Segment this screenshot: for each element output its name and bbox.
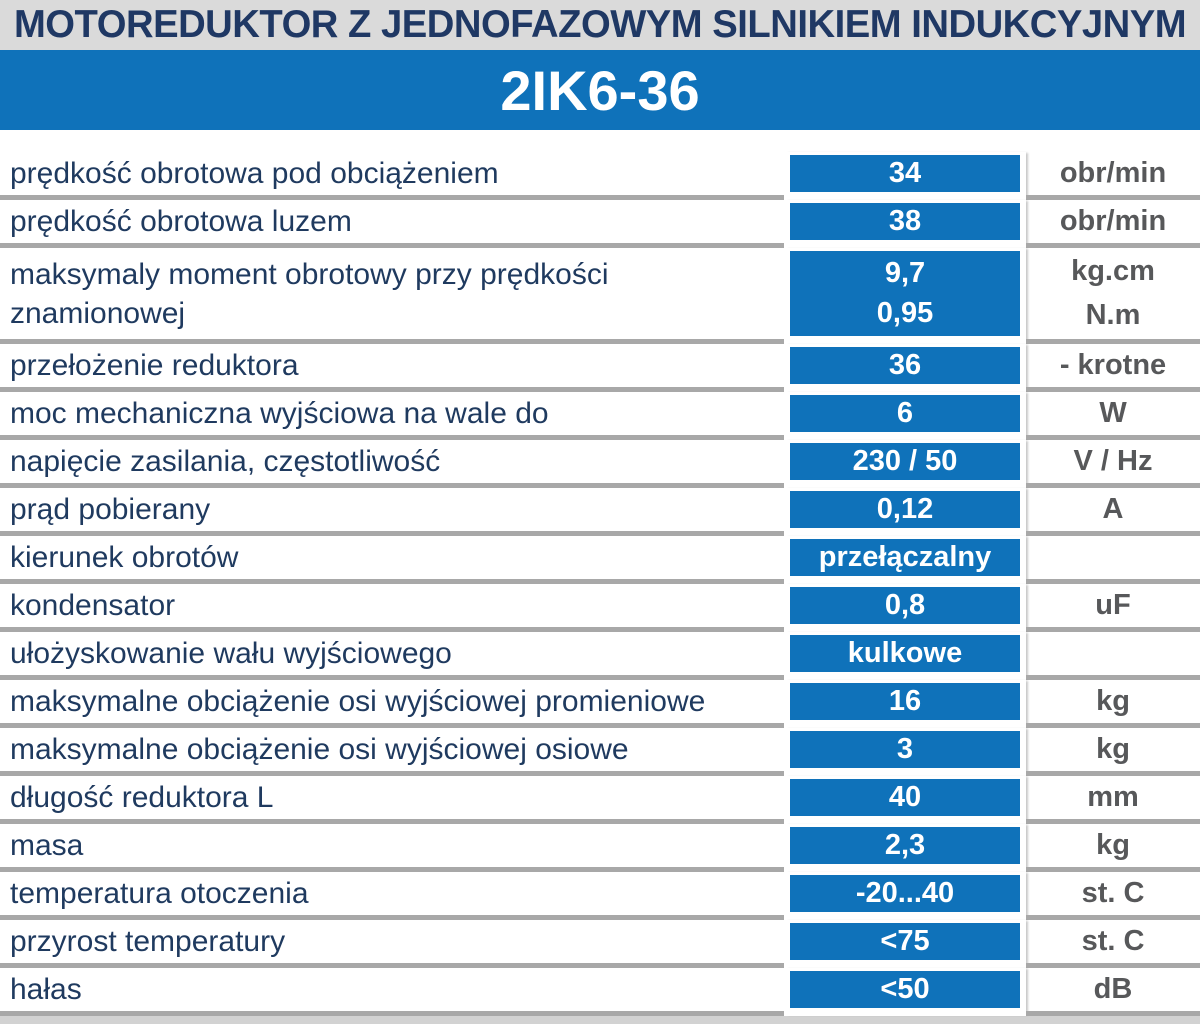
row-label: przełożenie reduktora <box>0 344 784 392</box>
value-cell-wrap: przełączalny <box>784 536 1026 584</box>
value-cell-wrap: 3 <box>784 728 1026 776</box>
value-cell: -20...40 <box>790 875 1020 912</box>
value-cell-wrap: 0,12 <box>784 488 1026 536</box>
value-cell-wrap: 0,8 <box>784 584 1026 632</box>
spec-row-bearing: ułożyskowanie wału wyjściowego kulkowe <box>0 632 1200 680</box>
unit-label: kg <box>1026 824 1200 872</box>
value-cell: <75 <box>790 923 1020 960</box>
spacer <box>0 130 1200 152</box>
value-cell-wrap: kulkowe <box>784 632 1026 680</box>
page-title: MOTOREDUKTOR Z JEDNOFAZOWYM SILNIKIEM IN… <box>13 3 1187 46</box>
spec-row-temperature-rise: przyrost temperatury <75 st. C <box>0 920 1200 968</box>
row-label: kierunek obrotów <box>0 536 784 584</box>
value-cell: 230 / 50 <box>790 443 1020 480</box>
row-label: kondensator <box>0 584 784 632</box>
row-label: maksymaly moment obrotowy przy prędkości… <box>0 248 784 344</box>
spec-row-current: prąd pobierany 0,12 A <box>0 488 1200 536</box>
value-cell-wrap: 2,3 <box>784 824 1026 872</box>
value-cell-wrap: 230 / 50 <box>784 440 1026 488</box>
spec-row-capacitor: kondensator 0,8 uF <box>0 584 1200 632</box>
unit-label: V / Hz <box>1026 440 1200 488</box>
value-cell: 36 <box>790 347 1020 384</box>
unit-label: kg <box>1026 680 1200 728</box>
value-cell: 40 <box>790 779 1020 816</box>
row-label: prędkość obrotowa luzem <box>0 200 784 248</box>
value-cell: 6 <box>790 395 1020 432</box>
spec-row-voltage-frequency: napięcie zasilania, częstotliwość 230 / … <box>0 440 1200 488</box>
value-cell-wrap: 40 <box>784 776 1026 824</box>
value-cell: 0,8 <box>790 587 1020 624</box>
value-cell: 9,7 0,95 <box>790 251 1020 336</box>
unit-label: W <box>1026 392 1200 440</box>
spec-row-gear-ratio: przełożenie reduktora 36 - krotne <box>0 344 1200 392</box>
value-cell: <50 <box>790 971 1020 1008</box>
spec-table: prędkość obrotowa pod obciążeniem 34 obr… <box>0 152 1200 1016</box>
footer-strip <box>0 1016 1200 1024</box>
value-cell-wrap: 36 <box>784 344 1026 392</box>
unit-label: st. C <box>1026 872 1200 920</box>
value-cell-wrap: 38 <box>784 200 1026 248</box>
spec-row-radial-load: maksymalne obciążenie osi wyjściowej pro… <box>0 680 1200 728</box>
value-cell-wrap: 9,7 0,95 <box>784 248 1026 344</box>
row-label: przyrost temperatury <box>0 920 784 968</box>
row-label: maksymalne obciążenie osi wyjściowej osi… <box>0 728 784 776</box>
spec-row-reducer-length: długość reduktora L 40 mm <box>0 776 1200 824</box>
row-label: masa <box>0 824 784 872</box>
unit-label <box>1026 632 1200 680</box>
value-cell-wrap: <75 <box>784 920 1026 968</box>
row-label: prąd pobierany <box>0 488 784 536</box>
value-cell-wrap: <50 <box>784 968 1026 1016</box>
spec-row-rotation-direction: kierunek obrotów przełączalny <box>0 536 1200 584</box>
spec-row-mass: masa 2,3 kg <box>0 824 1200 872</box>
unit-label: dB <box>1026 968 1200 1016</box>
unit-label: uF <box>1026 584 1200 632</box>
spec-row-speed-noload: prędkość obrotowa luzem 38 obr/min <box>0 200 1200 248</box>
spec-row-mech-power: moc mechaniczna wyjściowa na wale do 6 W <box>0 392 1200 440</box>
spec-row-ambient-temperature: temperatura otoczenia -20...40 st. C <box>0 872 1200 920</box>
header-bar: MOTOREDUKTOR Z JEDNOFAZOWYM SILNIKIEM IN… <box>0 0 1200 50</box>
unit-label: mm <box>1026 776 1200 824</box>
model-number: 2IK6-36 <box>500 58 700 122</box>
row-label: napięcie zasilania, częstotliwość <box>0 440 784 488</box>
value-cell-wrap: 6 <box>784 392 1026 440</box>
unit-label: obr/min <box>1026 200 1200 248</box>
value-cell: 16 <box>790 683 1020 720</box>
spec-row-noise: hałas <50 dB <box>0 968 1200 1016</box>
row-label: długość reduktora L <box>0 776 784 824</box>
value-cell: 34 <box>790 155 1020 192</box>
value-cell-wrap: 34 <box>784 152 1026 200</box>
unit-label: A <box>1026 488 1200 536</box>
row-label: temperatura otoczenia <box>0 872 784 920</box>
unit-label: kg <box>1026 728 1200 776</box>
value-cell: 2,3 <box>790 827 1020 864</box>
row-label: prędkość obrotowa pod obciążeniem <box>0 152 784 200</box>
value-cell-wrap: -20...40 <box>784 872 1026 920</box>
unit-label: - krotne <box>1026 344 1200 392</box>
value-cell-wrap: 16 <box>784 680 1026 728</box>
unit-label <box>1026 536 1200 584</box>
row-label: moc mechaniczna wyjściowa na wale do <box>0 392 784 440</box>
value-cell: 38 <box>790 203 1020 240</box>
value-cell: kulkowe <box>790 635 1020 672</box>
spec-row-speed-loaded: prędkość obrotowa pod obciążeniem 34 obr… <box>0 152 1200 200</box>
model-bar: 2IK6-36 <box>0 50 1200 130</box>
spec-row-axial-load: maksymalne obciążenie osi wyjściowej osi… <box>0 728 1200 776</box>
row-label: ułożyskowanie wału wyjściowego <box>0 632 784 680</box>
spec-row-max-torque: maksymaly moment obrotowy przy prędkości… <box>0 248 1200 344</box>
unit-label: kg.cm N.m <box>1026 248 1200 344</box>
unit-label: st. C <box>1026 920 1200 968</box>
row-label: maksymalne obciążenie osi wyjściowej pro… <box>0 680 784 728</box>
value-cell: 3 <box>790 731 1020 768</box>
value-cell: przełączalny <box>790 539 1020 576</box>
unit-label: obr/min <box>1026 152 1200 200</box>
value-cell: 0,12 <box>790 491 1020 528</box>
row-label: hałas <box>0 968 784 1016</box>
